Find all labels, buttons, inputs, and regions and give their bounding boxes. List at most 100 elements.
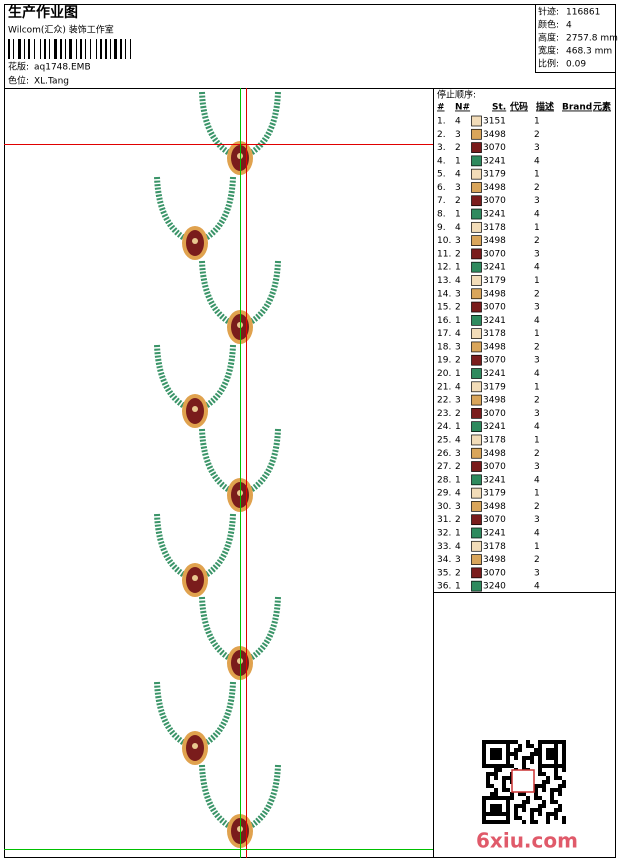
code: 3241 (483, 369, 506, 379)
qr-module (562, 748, 566, 752)
bar (125, 39, 126, 59)
bar (114, 39, 117, 59)
description: 4 (534, 263, 540, 273)
qr-module (506, 788, 510, 792)
needle: 4 (455, 382, 461, 392)
bar (54, 39, 57, 59)
qr-module (494, 776, 498, 780)
code: 3178 (483, 223, 506, 233)
color-swatch (471, 115, 482, 127)
color-swatch (471, 514, 482, 526)
qr-module (506, 820, 510, 824)
qr-module (490, 772, 494, 776)
row-number: 10. (437, 236, 451, 246)
qr-module (502, 796, 506, 800)
description: 1 (534, 489, 540, 499)
color-swatch (471, 354, 482, 366)
qr-module (498, 748, 502, 752)
qr-module (542, 740, 546, 744)
needle: 1 (455, 369, 461, 379)
qr-module (518, 744, 522, 748)
qr-module (510, 752, 514, 756)
info-label: 高度: (538, 32, 559, 44)
qr-module (546, 780, 550, 784)
qr-module (554, 740, 558, 744)
qr-module (558, 776, 562, 780)
row-number: 18. (437, 342, 451, 352)
info-value: 116861 (566, 8, 600, 18)
row-number: 32. (437, 528, 451, 538)
row-number: 36. (437, 582, 451, 592)
color-swatch (471, 394, 482, 406)
qr-module (530, 744, 534, 748)
code: 3240 (483, 582, 506, 592)
qr-module (562, 752, 566, 756)
code: 3178 (483, 542, 506, 552)
row-number: 13. (437, 276, 451, 286)
qr-module (482, 804, 486, 808)
color-swatch (471, 155, 482, 167)
description: 4 (534, 316, 540, 326)
description: 4 (534, 156, 540, 166)
column-header: 描述 (536, 101, 554, 113)
qr-module (518, 748, 522, 752)
color-swatch (471, 168, 482, 180)
code: 3179 (483, 382, 506, 392)
qr-module (514, 812, 518, 816)
qr-module (514, 756, 518, 760)
qr-module (546, 812, 550, 816)
qr-module (518, 816, 522, 820)
description: 2 (534, 236, 540, 246)
qr-module (514, 740, 518, 744)
qr-module (546, 816, 550, 820)
qr-module (554, 812, 558, 816)
code: 3070 (483, 409, 506, 419)
column-header: N# (455, 103, 470, 113)
qr-module (530, 816, 534, 820)
qr-module (538, 772, 542, 776)
qr-module (554, 760, 558, 764)
qr-module (502, 784, 506, 788)
color-swatch (471, 195, 482, 207)
bar (24, 39, 25, 59)
qr-module (490, 756, 494, 760)
qr-module (542, 784, 546, 788)
bar (34, 39, 35, 59)
code: 3498 (483, 183, 506, 193)
qr-module (554, 744, 558, 748)
needle: 1 (455, 156, 461, 166)
colorway: XL.Tang (34, 77, 69, 87)
qr-module (506, 764, 510, 768)
code: 3070 (483, 303, 506, 313)
motif-center (192, 743, 198, 749)
code: 3241 (483, 263, 506, 273)
bar (69, 39, 72, 59)
row-number: 3. (437, 143, 446, 153)
description: 3 (534, 515, 540, 525)
qr-module (538, 752, 542, 756)
colorway-label: 色位: (8, 75, 29, 87)
qr-module (514, 808, 518, 812)
qr-module (558, 792, 562, 796)
qr-module (530, 808, 534, 812)
qr-module (514, 748, 518, 752)
description: 2 (534, 342, 540, 352)
needle: 2 (455, 515, 461, 525)
qr-module (554, 772, 558, 776)
code: 3179 (483, 489, 506, 499)
row-number: 15. (437, 303, 451, 313)
qr-module (554, 768, 558, 772)
qr-module (486, 780, 490, 784)
description: 1 (534, 329, 540, 339)
qr-module (550, 812, 554, 816)
qr-module (506, 776, 510, 780)
qr-module (538, 764, 542, 768)
qr-module (498, 756, 502, 760)
qr-module (526, 796, 530, 800)
code: 3241 (483, 316, 506, 326)
needle: 2 (455, 143, 461, 153)
qr-module (534, 808, 538, 812)
watermark: 6xiu.com (476, 829, 578, 853)
color-swatch (471, 421, 482, 433)
needle: 4 (455, 223, 461, 233)
